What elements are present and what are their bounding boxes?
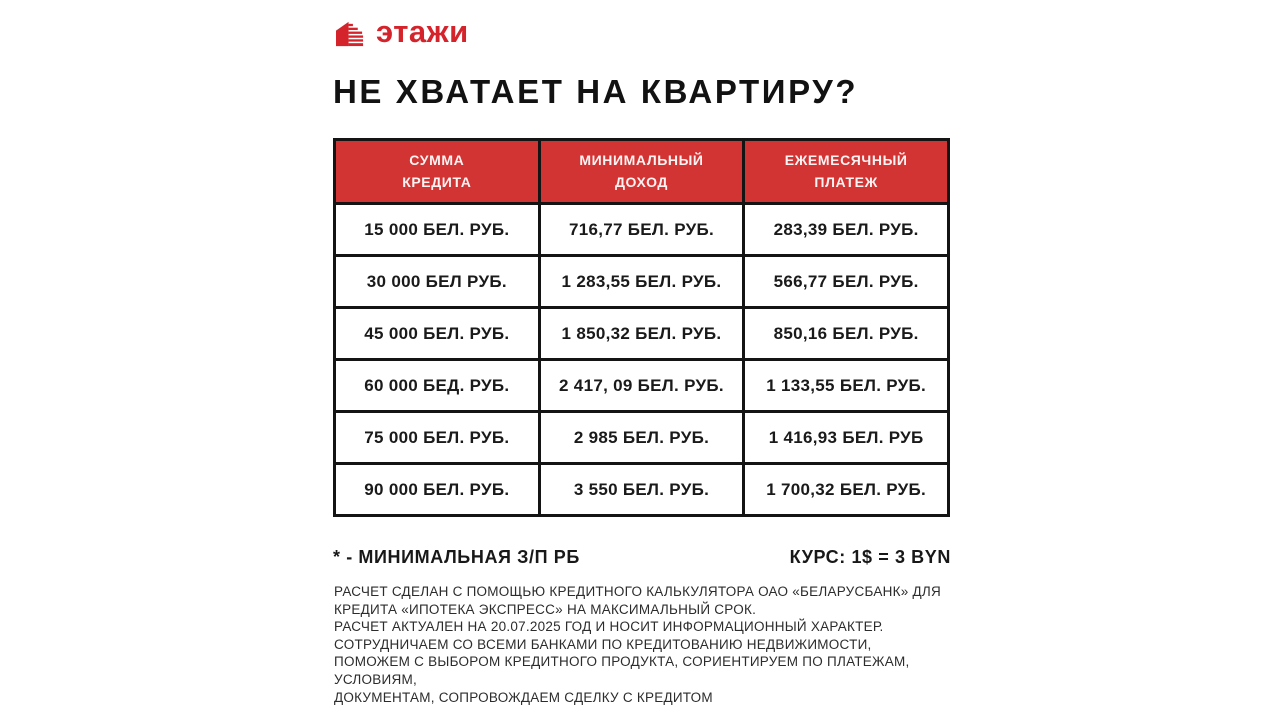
cell-credit-sum: 15 000 БЕЛ. РУБ. [333,202,541,257]
column-header-monthly-payment: ЕЖЕМЕСЯЧНЫЙ ПЛАТЕЖ [742,138,950,205]
cell-monthly-payment: 1 416,93 БЕЛ. РУБ [742,410,950,465]
cell-minimum-income: 716,77 БЕЛ. РУБ. [537,202,746,257]
brand-logo-text: этажи [376,14,469,49]
table-row: 30 000 БЕЛ РУБ. 1 283,55 БЕЛ. РУБ. 566,7… [333,254,950,309]
cell-credit-sum: 45 000 БЕЛ. РУБ. [333,306,541,361]
table-row: 45 000 БЕЛ. РУБ. 1 850,32 БЕЛ. РУБ. 850,… [333,306,950,361]
credit-table-header: СУММА КРЕДИТА МИНИМАЛЬНЫЙ ДОХОД ЕЖЕМЕСЯЧ… [333,138,950,205]
cell-credit-sum: 60 000 БЕД. РУБ. [333,358,541,413]
disclaimer-line: УСЛОВИЯМ, [334,671,417,687]
disclaimer-line: РАСЧЕТ СДЕЛАН С ПОМОЩЬЮ КРЕДИТНОГО КАЛЬК… [334,584,941,599]
header-row: СУММА КРЕДИТА МИНИМАЛЬНЫЙ ДОХОД ЕЖЕМЕСЯЧ… [333,138,950,205]
cell-credit-sum: 90 000 БЕЛ. РУБ. [333,462,541,517]
credit-table: СУММА КРЕДИТА МИНИМАЛЬНЫЙ ДОХОД ЕЖЕМЕСЯЧ… [333,138,950,517]
cell-minimum-income: 2 985 БЕЛ. РУБ. [537,410,746,465]
footnotes-row: * - МИНИМАЛЬНАЯ З/П РБ КУРС: 1$ = 3 BYN [333,547,951,568]
cell-credit-sum: 30 000 БЕЛ РУБ. [333,254,541,309]
brand-logo: этажи [334,16,469,50]
column-header-minimum-income: МИНИМАЛЬНЫЙ ДОХОД [537,138,746,205]
footnote-exchange-rate: КУРС: 1$ = 3 BYN [789,547,951,567]
table-row: 60 000 БЕД. РУБ. 2 417, 09 БЕЛ. РУБ. 1 1… [333,358,950,413]
table-row: 15 000 БЕЛ. РУБ. 716,77 БЕЛ. РУБ. 283,39… [333,202,950,257]
disclaimer-line: ПОМОЖЕМ С ВЫБОРОМ КРЕДИТНОГО ПРОДУКТА, С… [334,654,910,670]
table-row: 75 000 БЕЛ. РУБ. 2 985 БЕЛ. РУБ. 1 416,9… [333,410,950,465]
disclaimer-line: ДОКУМЕНТАМ, СОПРОВОЖДАЕМ СДЕЛКУ С КРЕДИТ… [334,689,713,705]
disclaimer-line: РАСЧЕТ АКТУАЛЕН НА 20.07.2025 ГОД И НОСИ… [334,619,884,635]
cell-monthly-payment: 1 700,32 БЕЛ. РУБ. [742,462,950,517]
cell-monthly-payment: 850,16 БЕЛ. РУБ. [742,306,950,361]
footnote-min-salary: * - МИНИМАЛЬНАЯ З/П РБ [333,547,580,567]
cell-monthly-payment: 566,77 БЕЛ. РУБ. [742,254,950,309]
cell-minimum-income: 1 283,55 БЕЛ. РУБ. [537,254,746,309]
column-header-credit-sum: СУММА КРЕДИТА [333,138,541,205]
disclaimer-line: СОТРУДНИЧАЕМ СО ВСЕМИ БАНКАМИ ПО КРЕДИТО… [334,636,872,652]
page-title: НЕ ХВАТАЕТ НА КВАРТИРУ? [333,73,859,110]
cell-minimum-income: 2 417, 09 БЕЛ. РУБ. [537,358,746,413]
credit-table-body: 15 000 БЕЛ. РУБ. 716,77 БЕЛ. РУБ. 283,39… [333,202,950,517]
cell-minimum-income: 1 850,32 БЕЛ. РУБ. [537,306,746,361]
disclaimer-line: КРЕДИТА «ИПОТЕКА ЭКСПРЕСС» НА МАКСИМАЛЬН… [334,601,757,617]
table-row: 90 000 БЕЛ. РУБ. 3 550 БЕЛ. РУБ. 1 700,3… [333,462,950,517]
cell-credit-sum: 75 000 БЕЛ. РУБ. [333,410,541,465]
etazhi-house-icon [336,21,364,46]
disclaimer-text: РАСЧЕТ СДЕЛАН С ПОМОЩЬЮ КРЕДИТНОГО КАЛЬК… [334,583,994,706]
cell-monthly-payment: 1 133,55 БЕЛ. РУБ. [742,358,950,413]
cell-monthly-payment: 283,39 БЕЛ. РУБ. [742,202,950,257]
cell-minimum-income: 3 550 БЕЛ. РУБ. [537,462,746,517]
